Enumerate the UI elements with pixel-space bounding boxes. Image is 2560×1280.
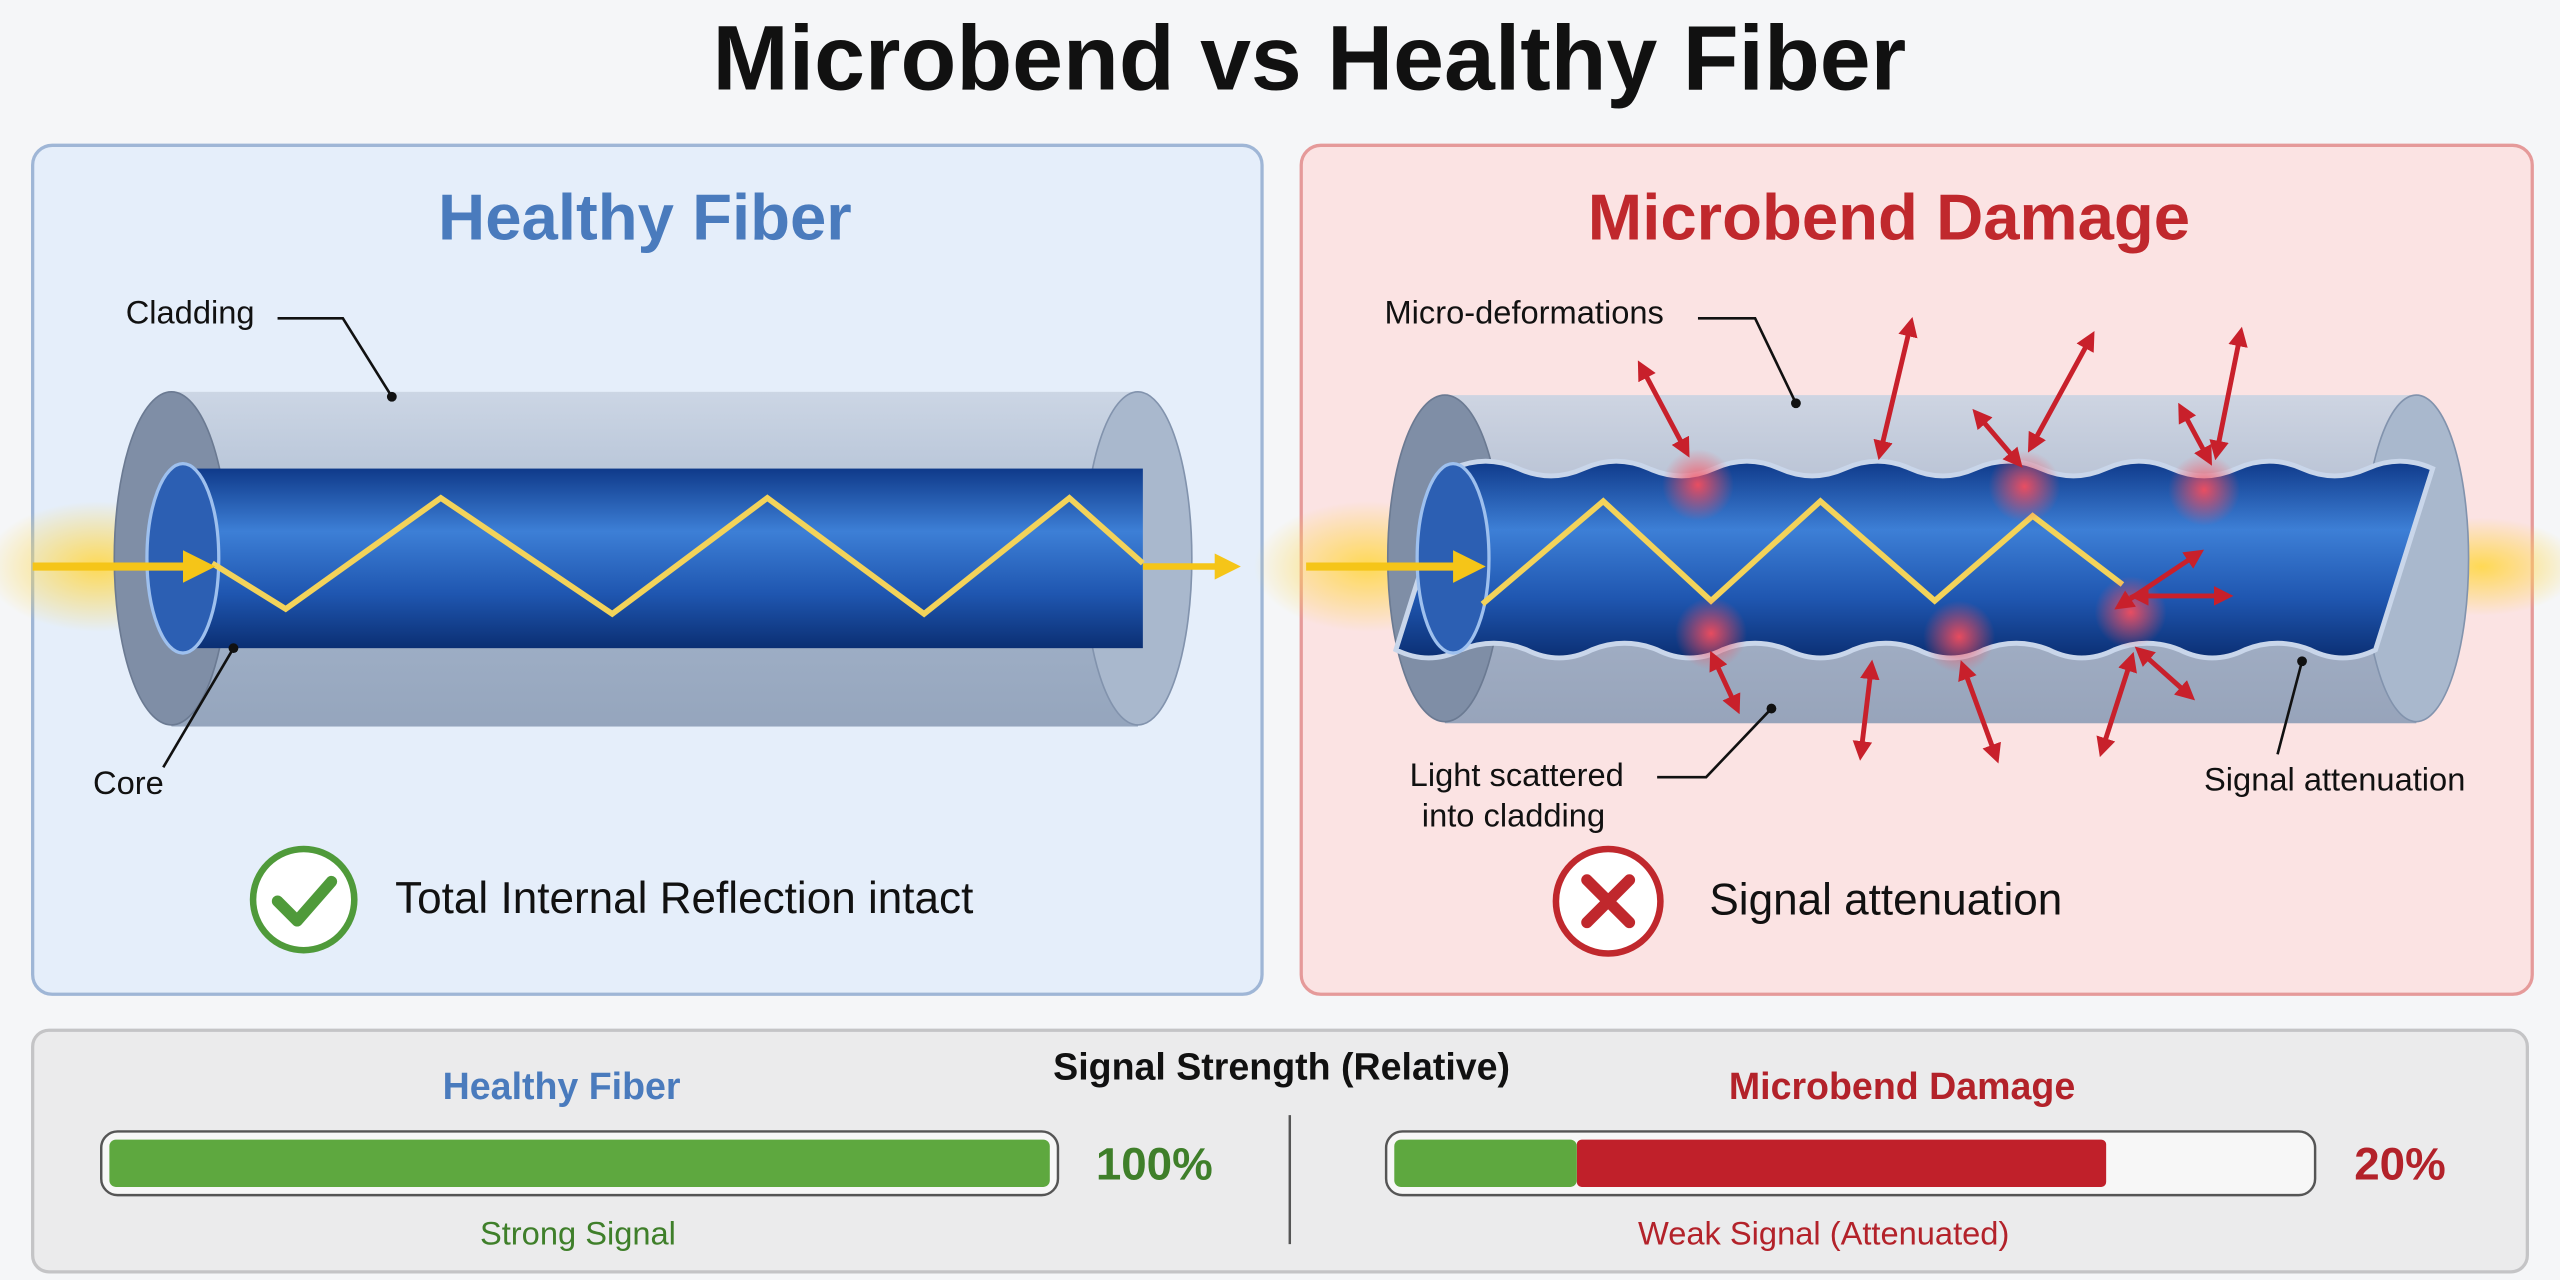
scatter-arrow bbox=[2134, 646, 2196, 701]
scatter-arrow bbox=[1972, 408, 2023, 468]
scatter-glow bbox=[1923, 600, 1996, 673]
scatter-glow bbox=[1662, 448, 1734, 521]
cladding-label: Cladding bbox=[126, 294, 255, 331]
scatter-glow bbox=[2094, 576, 2167, 649]
healthy-fiber-drawing-part bbox=[145, 462, 221, 655]
core-label: Core bbox=[93, 764, 164, 801]
leader-dot bbox=[1791, 398, 1801, 409]
damaged-fiber-drawing bbox=[1253, 316, 2560, 764]
signal-panel-part bbox=[31, 1028, 2529, 1274]
bar bbox=[1394, 1139, 1577, 1187]
bar-value-label: 20% bbox=[2354, 1138, 2445, 1189]
scatter-glow bbox=[2168, 453, 2240, 526]
check-icon bbox=[249, 845, 358, 954]
signal-panel: Signal Strength (Relative) Healthy Fiber… bbox=[31, 1028, 2529, 1274]
bar-name: Healthy Fiber bbox=[443, 1065, 681, 1107]
scatter-arrow bbox=[2096, 651, 2137, 758]
scatter-arrow bbox=[2027, 330, 2095, 453]
leader-line bbox=[162, 647, 235, 769]
deformation-label: Micro-deformations bbox=[1384, 294, 1663, 331]
leader-dot bbox=[1766, 703, 1777, 714]
scatter-arrow bbox=[2209, 326, 2248, 461]
scatter-label: into cladding bbox=[1422, 797, 1605, 834]
status-text: Total Internal Reflection intact bbox=[395, 874, 973, 923]
cross-icon bbox=[1552, 845, 1664, 957]
bar-caption: Weak Signal (Attenuated) bbox=[1638, 1215, 2009, 1252]
healthy-fiber-drawing-part bbox=[210, 494, 1145, 618]
check-icon-part bbox=[271, 875, 338, 927]
bar-value-label: 100% bbox=[1096, 1138, 1213, 1189]
panel-title: Microbend Damage bbox=[1588, 180, 2190, 253]
leader-dot bbox=[386, 391, 397, 402]
cross-icon-part bbox=[1581, 874, 1636, 929]
check-icon-part bbox=[249, 845, 358, 954]
damaged-fiber-drawing-part bbox=[1392, 458, 2436, 661]
healthy-fiber-drawing-part bbox=[182, 468, 1143, 649]
leader-line bbox=[277, 317, 393, 398]
scatter-arrow bbox=[1637, 360, 1690, 458]
scatter-arrow bbox=[1709, 650, 1741, 715]
scatter-arrow bbox=[1852, 659, 1880, 761]
damaged-fiber-drawing-part bbox=[1415, 462, 1491, 655]
leader-dot bbox=[228, 643, 239, 654]
page-title: Microbend vs Healthy Fiber bbox=[713, 7, 1907, 109]
bar-name: Microbend Damage bbox=[1729, 1065, 2075, 1107]
healthy-fiber-drawing bbox=[0, 391, 1241, 727]
scatter-arrow bbox=[2178, 402, 2212, 466]
status-text: Signal attenuation bbox=[1709, 875, 2062, 924]
healthy-panel: Healthy Fiber Cladding Core Total Intern… bbox=[0, 143, 1264, 996]
scatter-glow bbox=[1988, 450, 2061, 523]
bar-caption: Strong Signal bbox=[480, 1215, 676, 1252]
panel-title: Healthy Fiber bbox=[438, 180, 852, 253]
signal-title: Signal Strength (Relative) bbox=[1053, 1045, 1510, 1087]
leader-line bbox=[1697, 317, 1798, 404]
damage-panel: Microbend Damage Micro-deformations Ligh… bbox=[1253, 143, 2560, 996]
leader-line bbox=[2276, 660, 2304, 755]
leader-dot bbox=[2297, 656, 2307, 667]
bar bbox=[109, 1139, 1050, 1187]
attenuation-label: Signal attenuation bbox=[2204, 761, 2465, 798]
scatter-glow bbox=[1675, 597, 1747, 670]
leader-line bbox=[1657, 707, 1773, 779]
scatter-arrow bbox=[1958, 660, 2001, 764]
scatter-arrow bbox=[1873, 316, 1918, 461]
attenuated-segment bbox=[1576, 1139, 2107, 1187]
scatter-label: Light scattered bbox=[1410, 756, 1624, 793]
